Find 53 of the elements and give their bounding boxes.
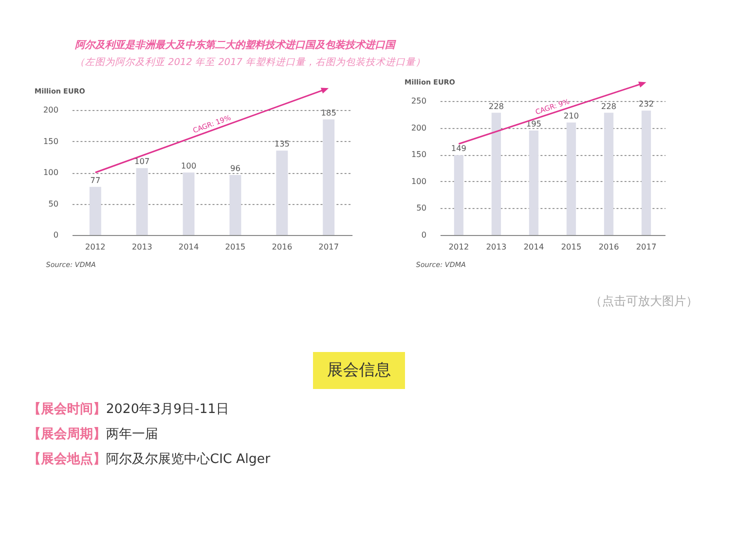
bar [492,112,501,235]
text: 【展会时间】2020年3月9日-11日 [28,402,229,417]
x-tick-label: 2014 [524,242,544,252]
x-tick-label: 2012 [448,242,469,252]
data-label: 210 [564,111,579,120]
data-label: 228 [488,102,504,111]
bar [90,186,102,235]
bar [136,168,148,235]
bar [529,130,538,235]
y-tick-label: 50 [48,199,58,208]
data-label: 185 [321,108,336,118]
y-tick-label: 250 [411,96,426,106]
data-label: 96 [230,164,240,173]
x-tick-label: 2013 [486,242,506,252]
y-tick-label: 0 [421,230,426,240]
data-label: 77 [90,176,100,185]
bar [566,122,576,235]
y-tick-label: 100 [43,168,58,177]
x-tick-label: 2014 [178,242,199,252]
data-label: 149 [451,144,466,154]
y-tick-label: 0 [53,230,58,240]
data-label: 228 [601,102,616,111]
y-tick-label: 50 [416,204,426,213]
text: 【展会地点】阿尔及尔展览中心CIC Alger [28,452,270,467]
data-label: 107 [134,157,150,166]
chart-title: 阿尔及利亚是非洲最大及中东第二大的塑料技术进口国及包装技术进口国 [75,38,395,52]
bar [604,112,614,235]
y-tick-label: 100 [411,176,426,186]
bar [276,150,288,235]
bar [322,119,334,235]
data-label: 232 [638,100,654,109]
x-tick-label: 2012 [85,242,106,252]
x-tick-label: 2017 [318,242,339,252]
text: （点击可放大图片） [590,293,698,310]
chart-subtitle: （左图为阿尔及利亚 2012 年至 2017 年塑料进口量，右图为包装技术进口量） [75,56,426,69]
x-tick-label: 2013 [132,242,152,252]
y-tick-label: 200 [411,123,426,132]
x-tick-label: 2015 [225,242,246,252]
x-tick-label: 2017 [636,242,656,252]
y-tick-label: 150 [43,136,58,146]
text: 展会信息 [313,352,405,389]
text: 【展会周期】两年一届 [28,427,158,442]
bar [182,172,194,235]
x-tick-label: 2016 [272,242,292,252]
bar [230,175,242,235]
y-tick-label: 200 [43,106,58,114]
bar [642,110,651,235]
x-tick-label: 2016 [598,242,619,252]
y-tick-label: 150 [411,150,426,160]
bar [454,155,464,235]
x-tick-label: 2015 [561,242,582,252]
data-label: 100 [181,162,196,170]
data-label: 135 [274,140,290,149]
